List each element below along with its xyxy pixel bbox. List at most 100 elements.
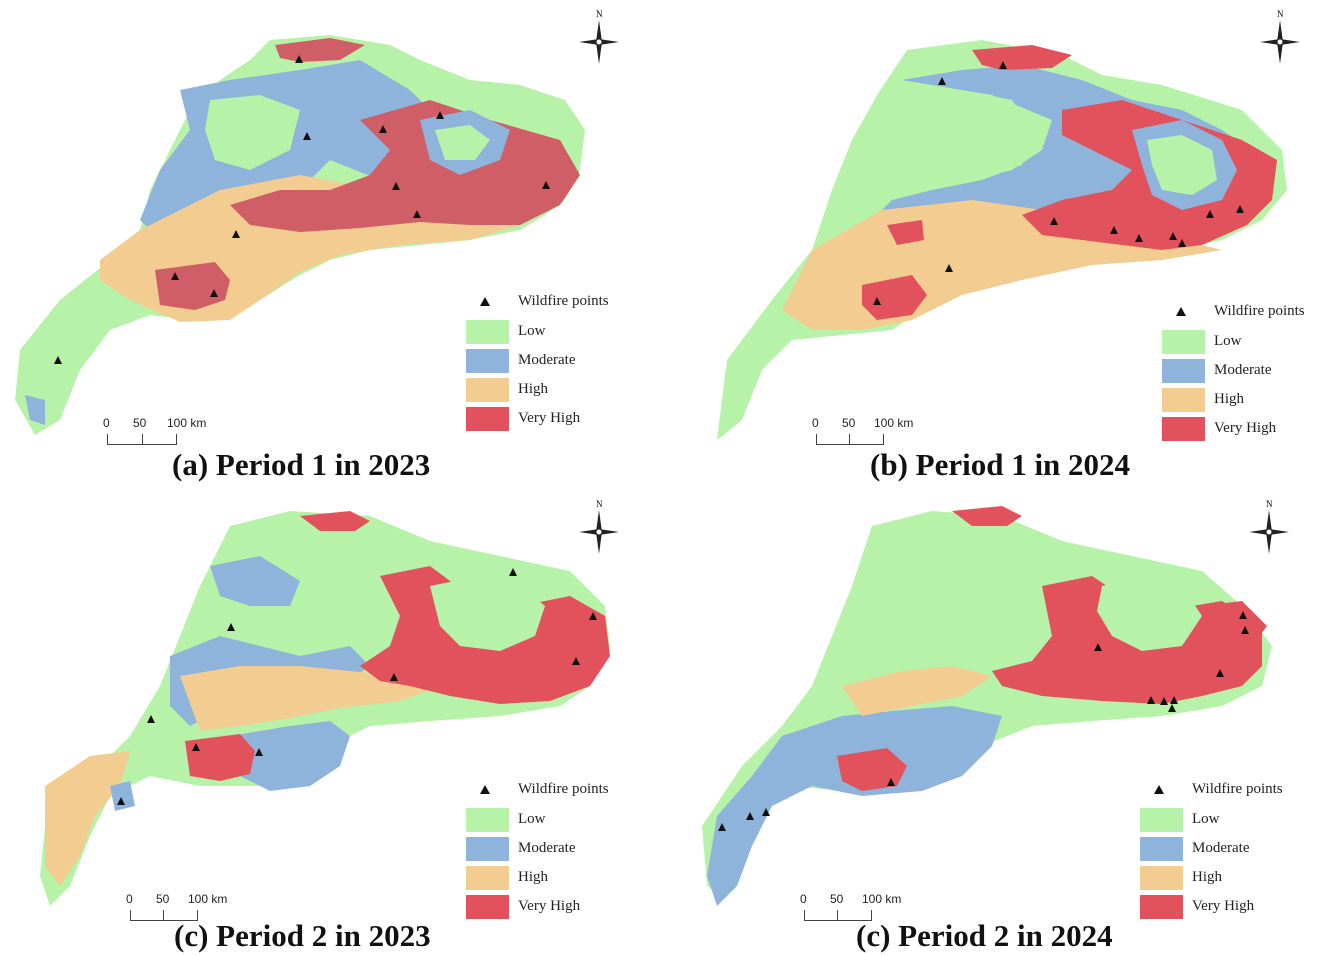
wildfire-point <box>887 778 895 786</box>
legend-label-low: Low <box>518 811 546 827</box>
risk-map-b <box>717 40 1287 440</box>
legend-wildfire-label: Wildfire points <box>1214 303 1305 319</box>
wildfire-point <box>1168 704 1176 712</box>
caption-c: (c) Period 2 in 2023 <box>174 918 431 953</box>
wildfire-points-b <box>873 61 1244 305</box>
scale-label-0: 0 <box>103 416 110 430</box>
legend-label-high: High <box>1214 391 1244 407</box>
wildfire-point-key <box>1176 307 1186 316</box>
scale-label-50: 50 <box>133 416 147 430</box>
wildfire-point <box>1135 234 1143 242</box>
wildfire-point <box>436 111 444 119</box>
wildfire-point <box>1147 696 1155 704</box>
legend-row-high: High <box>1162 388 1244 412</box>
legend-row-moderate: Moderate <box>466 349 575 373</box>
legend-label-high: High <box>518 381 548 397</box>
legend-label-moderate: Moderate <box>518 352 576 368</box>
north-label: N <box>1277 9 1284 19</box>
risk-map-d <box>702 506 1272 906</box>
caption-d: (c) Period 2 in 2024 <box>856 918 1113 953</box>
legend-row-very-high: Very High <box>466 407 580 431</box>
north-arrow-d: N <box>1247 498 1291 558</box>
legend-a: Wildfire points Low Moderate High Very H… <box>466 290 646 440</box>
wildfire-point <box>210 289 218 297</box>
legend-c: Wildfire points Low Moderate High Very H… <box>466 778 646 928</box>
scale-bar-c: 0 50 100 km <box>126 892 246 922</box>
legend-label-moderate: Moderate <box>1192 840 1250 856</box>
scale-bar-b: 0 50 100 km <box>812 416 932 446</box>
legend-wildfire-label: Wildfire points <box>1192 781 1283 797</box>
wildfire-point <box>542 181 550 189</box>
wildfire-point <box>392 182 400 190</box>
legend-row-high: High <box>466 866 548 890</box>
legend-wildfire-label: Wildfire points <box>518 293 609 309</box>
scale-label-100: 100 km <box>167 416 207 430</box>
wildfire-point <box>1236 205 1244 213</box>
legend-row-low: Low <box>1140 808 1220 832</box>
wildfire-point <box>1216 669 1224 677</box>
legend-label-low: Low <box>1192 811 1220 827</box>
legend-wildfire-label: Wildfire points <box>518 781 609 797</box>
scale-bar-d: 0 50 100 km <box>800 892 920 922</box>
legend-row-high: High <box>1140 866 1222 890</box>
wildfire-point <box>1094 643 1102 651</box>
panel-c: N Wildfire points Low Moderate High Very… <box>0 486 660 956</box>
wildfire-point <box>718 823 726 831</box>
wildfire-point-key <box>1154 785 1164 794</box>
wildfire-point <box>1206 210 1214 218</box>
caption-a: (a) Period 1 in 2023 <box>172 447 431 482</box>
north-label: N <box>596 9 603 19</box>
north-arrow-a: N <box>577 8 621 68</box>
scale-label-100: 100 km <box>862 892 902 906</box>
wildfire-points-d <box>718 611 1249 831</box>
panel-a: N Wildfire points Low Moderate High Very… <box>0 0 660 482</box>
panel-d: N Wildfire points Low Moderate High Very… <box>662 486 1325 956</box>
legend-label-very-high: Very High <box>1214 420 1277 436</box>
scale-label-50: 50 <box>842 416 856 430</box>
wildfire-point <box>379 125 387 133</box>
wildfire-point <box>54 356 62 364</box>
wildfire-point <box>1050 217 1058 225</box>
wildfire-point <box>589 612 597 620</box>
legend-label-high: High <box>1192 869 1222 885</box>
scale-label-0: 0 <box>800 892 807 906</box>
scale-label-50: 50 <box>156 892 170 906</box>
wildfire-point-key <box>480 297 490 306</box>
wildfire-point <box>390 673 398 681</box>
wildfire-point <box>147 715 155 723</box>
wildfire-point <box>746 812 754 820</box>
scale-label-0: 0 <box>812 416 819 430</box>
wildfire-point <box>227 623 235 631</box>
scale-bar-a: 0 50 100 km <box>103 416 223 446</box>
legend-row-moderate: Moderate <box>1162 359 1271 383</box>
legend-row-very-high: Very High <box>1140 895 1254 919</box>
wildfire-point <box>192 743 200 751</box>
wildfire-point <box>413 210 421 218</box>
scale-label-50: 50 <box>830 892 844 906</box>
wildfire-point <box>873 297 881 305</box>
legend-row-high: High <box>466 378 548 402</box>
wildfire-point <box>1241 626 1249 634</box>
wildfire-point <box>117 797 125 805</box>
wildfire-point <box>509 568 517 576</box>
wildfire-point-key <box>480 785 490 794</box>
north-label: N <box>1266 499 1273 509</box>
legend-label-low: Low <box>1214 333 1242 349</box>
legend-row-very-high: Very High <box>1162 417 1276 441</box>
risk-map-a <box>15 35 585 435</box>
wildfire-points-a <box>54 55 550 364</box>
scale-label-100: 100 km <box>188 892 228 906</box>
wildfire-point <box>303 132 311 140</box>
legend-row-low: Low <box>466 320 546 344</box>
legend-row-very-high: Very High <box>466 895 580 919</box>
caption-b: (b) Period 1 in 2024 <box>870 447 1131 482</box>
legend-label-low: Low <box>518 323 546 339</box>
wildfire-point <box>1170 696 1178 704</box>
north-arrow-b: N <box>1258 8 1302 68</box>
legend-row-low: Low <box>1162 330 1242 354</box>
scale-label-0: 0 <box>126 892 133 906</box>
legend-label-moderate: Moderate <box>1214 362 1272 378</box>
wildfire-points-c <box>117 568 597 805</box>
legend-row-moderate: Moderate <box>1140 837 1249 861</box>
wildfire-point <box>938 77 946 85</box>
